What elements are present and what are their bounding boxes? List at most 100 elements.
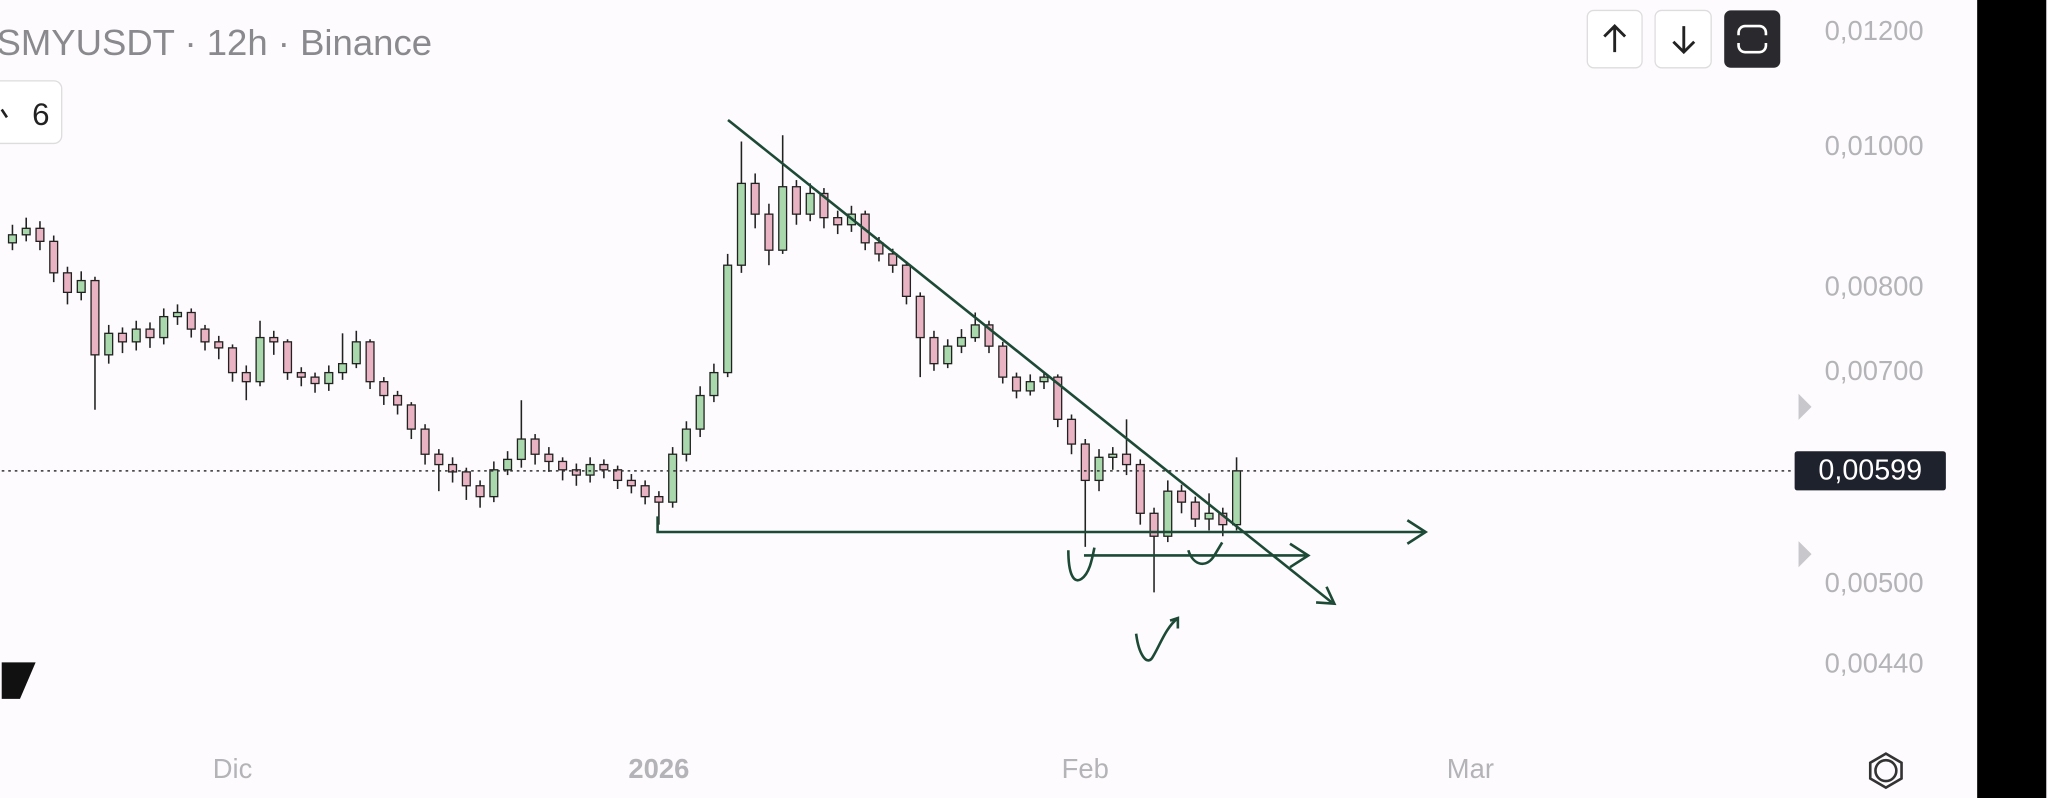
candle-body bbox=[709, 371, 719, 397]
candle-body bbox=[915, 295, 925, 339]
y-tick-label: 0,01200 bbox=[1825, 15, 1924, 46]
candle-body bbox=[516, 438, 526, 461]
candle-body bbox=[874, 242, 884, 255]
candle-body bbox=[255, 336, 265, 383]
candle-body bbox=[461, 471, 471, 487]
candle-body bbox=[1149, 512, 1159, 537]
candle-body bbox=[172, 311, 183, 318]
hand-mark bbox=[1067, 547, 1096, 582]
candle-body bbox=[668, 453, 678, 503]
candle-body bbox=[310, 376, 320, 385]
candle-body bbox=[351, 341, 361, 365]
x-tick-label: Feb bbox=[1062, 753, 1109, 784]
y-tick-label: 0,01000 bbox=[1825, 130, 1924, 161]
candle-body bbox=[365, 341, 375, 383]
candles bbox=[7, 135, 1242, 593]
candle-body bbox=[1053, 376, 1063, 420]
candle-body bbox=[214, 341, 224, 349]
icon bbox=[1672, 26, 1696, 55]
candle-body bbox=[1011, 376, 1022, 392]
candle-body bbox=[998, 345, 1008, 378]
candle-body bbox=[1121, 453, 1132, 466]
candle-body bbox=[833, 217, 843, 226]
candle-body bbox=[805, 192, 815, 215]
candle-body bbox=[571, 469, 581, 476]
candle-body bbox=[282, 341, 293, 374]
candle-body bbox=[929, 336, 939, 365]
candle-body bbox=[503, 458, 513, 471]
candle-body bbox=[956, 336, 967, 347]
marker bbox=[1798, 393, 1812, 420]
candle-body bbox=[379, 381, 389, 397]
last-price-box bbox=[1794, 451, 1946, 491]
axes: 0,01200 0,01000 0,00800 0,00700 0,00500 0,004… bbox=[213, 15, 1924, 784]
hand-mark bbox=[1187, 541, 1224, 565]
candle-body bbox=[599, 463, 609, 471]
candle-body bbox=[791, 186, 801, 215]
candle-body bbox=[1190, 501, 1200, 520]
candle-body bbox=[888, 253, 898, 266]
candle-body bbox=[640, 485, 650, 498]
candle-body bbox=[49, 240, 59, 274]
y-tick-label: 0,00700 bbox=[1825, 355, 1924, 386]
logo bbox=[1, 662, 36, 699]
candle-body bbox=[1204, 512, 1214, 520]
support-line bbox=[656, 516, 1423, 534]
candle-body bbox=[970, 324, 980, 339]
candle-body bbox=[585, 463, 595, 476]
last-price-label: 0,00599 bbox=[1818, 455, 1922, 487]
icon bbox=[1603, 24, 1627, 53]
candle-body bbox=[901, 264, 912, 297]
candle-body bbox=[489, 469, 499, 498]
y-tick-label: 0,00800 bbox=[1825, 271, 1924, 302]
candle-body bbox=[1135, 463, 1145, 514]
candle-body bbox=[626, 479, 636, 487]
candle-body bbox=[681, 428, 691, 455]
indicator-button[interactable] bbox=[0, 80, 63, 145]
candle-body bbox=[90, 279, 100, 356]
marker bbox=[1798, 541, 1812, 568]
candle-body bbox=[296, 371, 306, 378]
x-tick-label: Mar bbox=[1447, 753, 1494, 784]
candle-body bbox=[62, 272, 73, 294]
candle-body bbox=[117, 332, 128, 343]
indicator-count: 6 bbox=[32, 97, 49, 132]
candle-body bbox=[750, 182, 760, 215]
candle-body bbox=[1108, 453, 1118, 458]
candle-body bbox=[1176, 490, 1187, 503]
settings-icon[interactable] bbox=[1874, 758, 1898, 783]
y-tick-label: 0,00440 bbox=[1825, 648, 1924, 679]
candle-body bbox=[736, 182, 746, 266]
candle-body bbox=[434, 453, 444, 466]
candle-body bbox=[1039, 376, 1049, 383]
candle-body bbox=[544, 453, 554, 463]
edge-strip bbox=[1977, 0, 2047, 798]
hand-mark bbox=[1134, 616, 1180, 662]
candle-body bbox=[1094, 456, 1104, 482]
drawings bbox=[656, 118, 1429, 662]
y-tick-label: 0,00500 bbox=[1825, 567, 1924, 598]
candle-body bbox=[778, 186, 788, 251]
arrow-head bbox=[1315, 586, 1337, 606]
candle-body bbox=[406, 404, 416, 430]
candle-body bbox=[104, 332, 114, 356]
x-tick-label: 2026 bbox=[628, 753, 689, 784]
candle-body bbox=[654, 495, 664, 503]
candle-body bbox=[1025, 381, 1035, 392]
settings-icon bbox=[1868, 752, 1903, 790]
trend-line bbox=[727, 118, 1333, 604]
candle-body bbox=[131, 328, 141, 343]
candle-body bbox=[76, 279, 86, 294]
candle-body bbox=[324, 371, 334, 385]
candle-body bbox=[943, 345, 953, 365]
candle-body bbox=[1231, 470, 1242, 526]
candle-body bbox=[145, 328, 155, 339]
candle-body bbox=[159, 315, 169, 339]
candle-body bbox=[7, 234, 18, 244]
candle-body bbox=[393, 394, 403, 406]
candle-body bbox=[269, 336, 279, 343]
candle-body bbox=[475, 485, 485, 498]
